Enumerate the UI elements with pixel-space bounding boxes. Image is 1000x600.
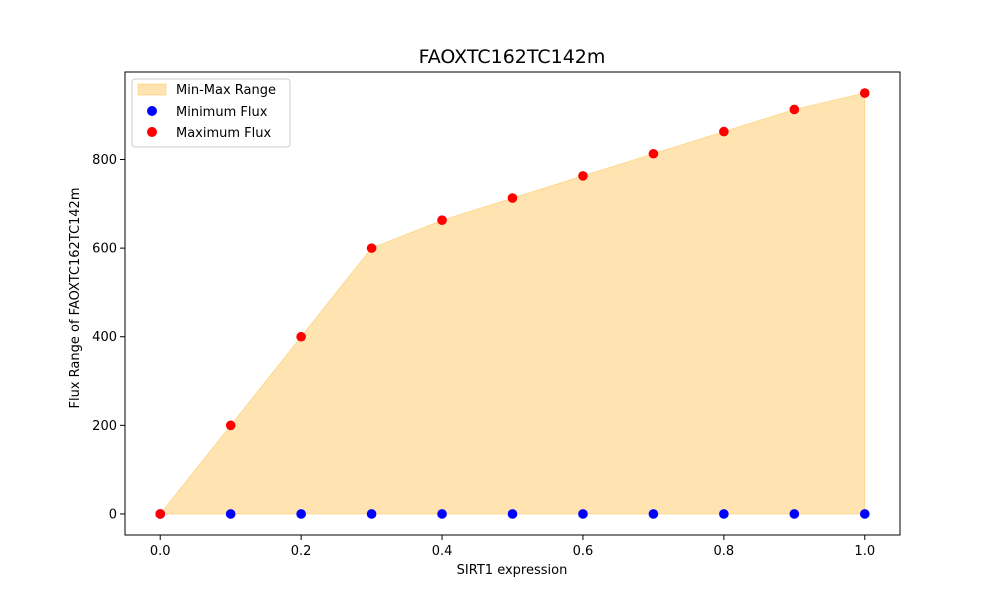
legend: Min-Max Range Minimum Flux Maximum Flux [131,78,291,148]
legend-marker-maximum-flux [147,127,157,137]
legend-swatch-min-max-range [137,83,167,96]
x-axis: 0.0 0.2 0.4 0.6 0.8 1.0 [150,535,875,559]
maximum-flux-point [648,148,659,159]
maximum-flux-point [719,126,729,137]
minimum-flux-point [648,509,659,519]
x-tick-label: 0.8 [714,544,735,559]
chart-title: FAOXTC162TC142m [419,46,606,68]
x-tick-label: 1.0 [854,544,875,559]
maximum-flux-point [859,88,870,98]
x-tick-label: 0.6 [573,544,594,559]
x-tick-label: 0.0 [150,544,171,559]
maximum-flux-point [296,331,306,342]
axes-frame [124,71,901,536]
maximum-flux-point [225,420,236,431]
minimum-flux-point [437,509,447,519]
minimum-flux-point [366,509,377,519]
minimum-flux-point [859,509,870,519]
y-tick-label: 800 [92,153,117,168]
minimum-flux-point [719,509,729,519]
minimum-flux-point [296,509,306,519]
min-max-range-area [159,92,866,515]
legend-label-maximum-flux: Maximum Flux [176,126,272,141]
minimum-flux-point [225,509,236,519]
y-tick-label: 0 [109,507,117,522]
y-tick-label: 600 [92,242,117,257]
maximum-flux-point [155,509,166,519]
y-axis: 0 200 400 600 800 [92,153,125,522]
y-tick-label: 200 [92,419,117,434]
legend-frame [131,78,291,148]
minimum-flux-point [578,509,588,519]
y-tick-label: 400 [92,330,117,345]
y-axis-label: Flux Range of FAOXTC162TC142m [68,188,83,409]
x-tick-label: 0.2 [291,544,312,559]
x-axis-label: SIRT1 expression [457,563,568,578]
maximum-flux-point [789,104,800,115]
maximum-flux-point [578,171,588,181]
plot-area [124,71,901,536]
maximum-flux-point [437,215,447,226]
legend-label-minimum-flux: Minimum Flux [176,105,268,120]
legend-marker-minimum-flux [147,106,157,116]
maximum-flux-point [507,193,518,203]
x-tick-label: 0.4 [432,544,453,559]
maximum-flux-point [366,243,377,253]
minimum-flux-point [507,509,518,519]
minimum-flux-point [789,509,800,519]
legend-label-min-max-range: Min-Max Range [176,83,276,98]
